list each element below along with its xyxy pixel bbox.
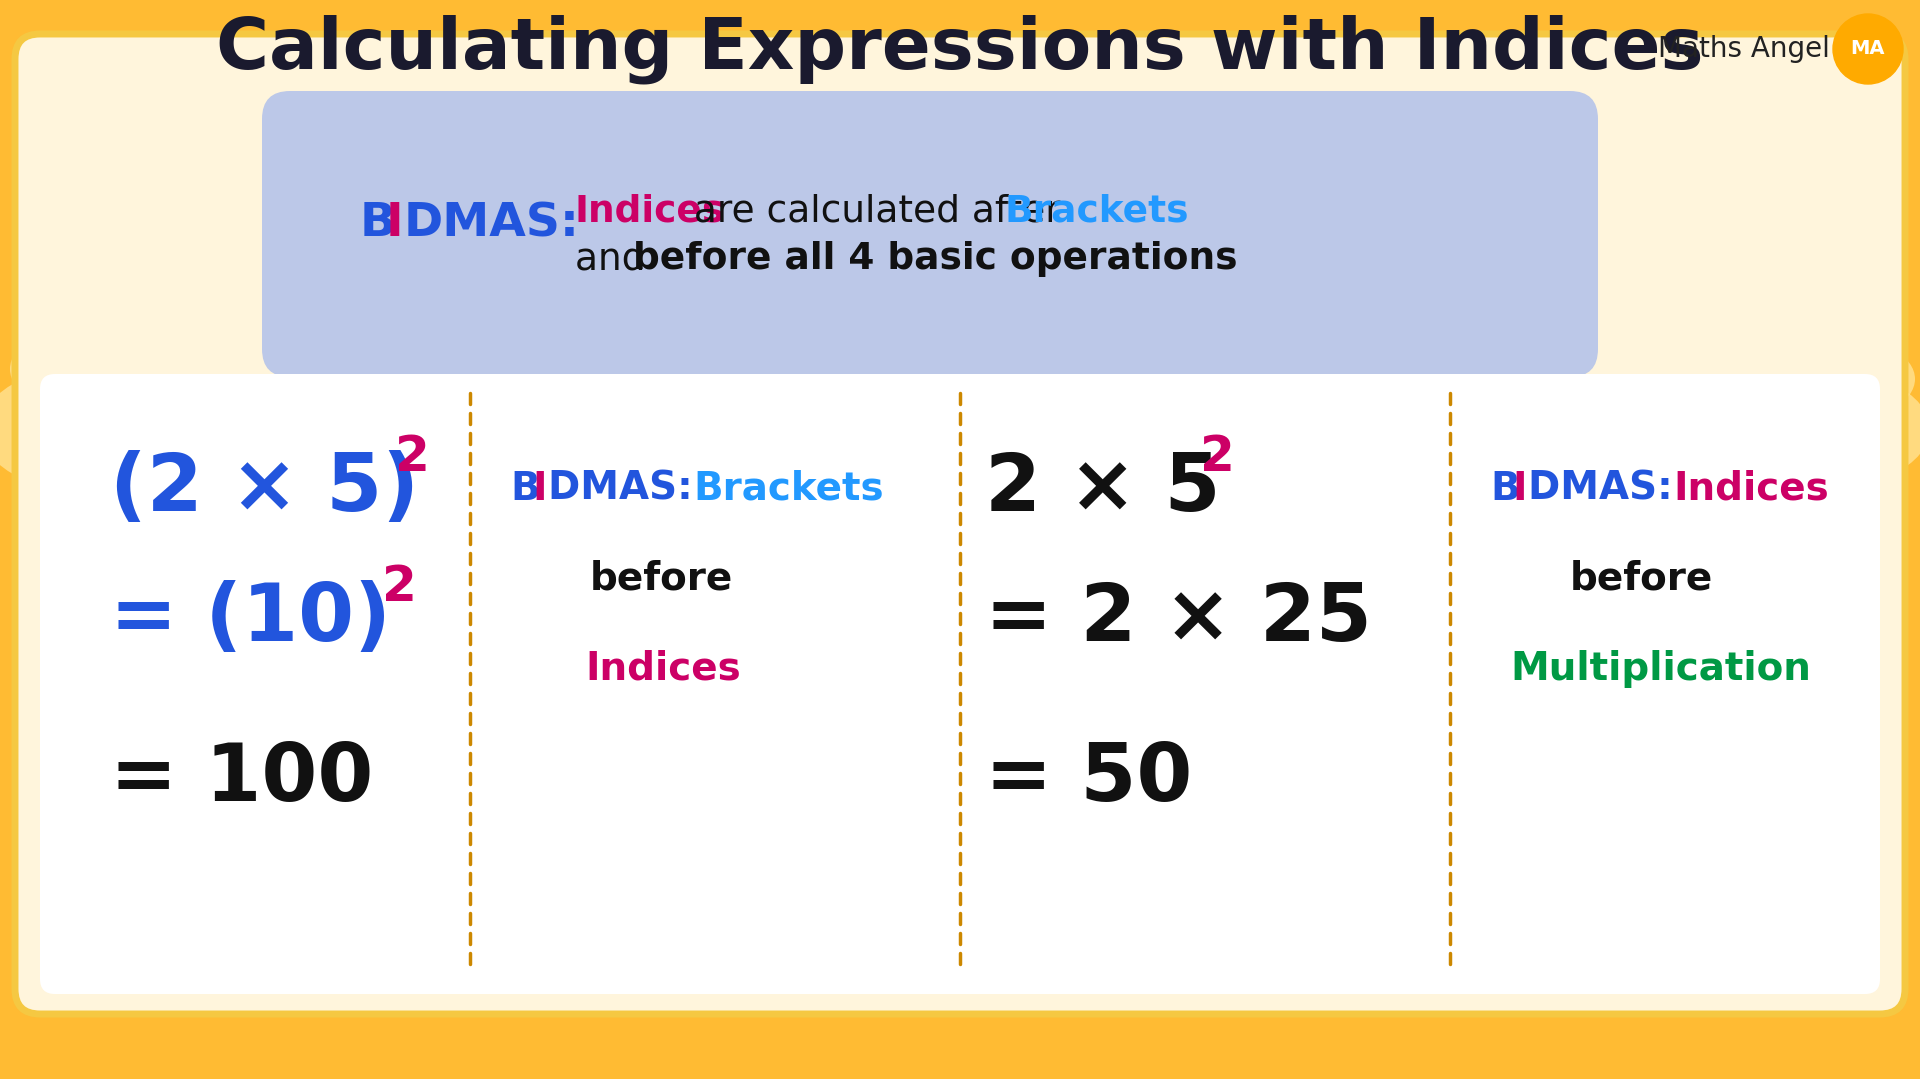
Text: Indices: Indices bbox=[1672, 470, 1828, 508]
Text: I: I bbox=[1513, 470, 1526, 508]
Text: = 50: = 50 bbox=[985, 740, 1192, 818]
Ellipse shape bbox=[0, 359, 259, 498]
Ellipse shape bbox=[1670, 364, 1920, 494]
Text: are calculated after: are calculated after bbox=[682, 193, 1073, 229]
Text: MA: MA bbox=[1851, 40, 1885, 58]
Text: Maths Angel: Maths Angel bbox=[1659, 35, 1830, 63]
FancyBboxPatch shape bbox=[40, 374, 1880, 994]
Text: before: before bbox=[589, 560, 733, 598]
Text: = 2 × 25: = 2 × 25 bbox=[985, 581, 1373, 658]
Text: before all 4 basic operations: before all 4 basic operations bbox=[634, 241, 1238, 277]
Text: B: B bbox=[1490, 470, 1519, 508]
Ellipse shape bbox=[109, 349, 290, 449]
Text: Indices: Indices bbox=[586, 650, 741, 688]
Ellipse shape bbox=[10, 324, 171, 414]
Text: I: I bbox=[532, 470, 547, 508]
Text: = (10): = (10) bbox=[109, 581, 392, 658]
Text: Brackets: Brackets bbox=[693, 470, 883, 508]
Text: 2: 2 bbox=[396, 433, 430, 481]
Text: 2 × 5: 2 × 5 bbox=[985, 450, 1221, 528]
Ellipse shape bbox=[1636, 351, 1805, 447]
Text: (2 × 5): (2 × 5) bbox=[109, 450, 419, 528]
Ellipse shape bbox=[1764, 337, 1914, 421]
Text: B: B bbox=[511, 470, 540, 508]
Text: = 100: = 100 bbox=[109, 740, 372, 818]
Text: DMAS:: DMAS: bbox=[1528, 470, 1686, 508]
FancyBboxPatch shape bbox=[15, 35, 1905, 1014]
Circle shape bbox=[1834, 14, 1903, 84]
Text: 2: 2 bbox=[1200, 433, 1235, 481]
Text: 2: 2 bbox=[382, 563, 417, 611]
Text: B: B bbox=[361, 202, 396, 246]
Text: DMAS:: DMAS: bbox=[403, 202, 580, 246]
Text: and: and bbox=[574, 241, 657, 277]
Text: before: before bbox=[1571, 560, 1713, 598]
Text: Indices: Indices bbox=[574, 193, 726, 229]
Text: DMAS:: DMAS: bbox=[547, 470, 707, 508]
Text: Brackets: Brackets bbox=[1004, 193, 1190, 229]
Text: Multiplication: Multiplication bbox=[1509, 650, 1811, 688]
Text: Calculating Expressions with Indices: Calculating Expressions with Indices bbox=[217, 14, 1703, 84]
FancyBboxPatch shape bbox=[261, 91, 1597, 377]
Text: I: I bbox=[386, 202, 403, 246]
